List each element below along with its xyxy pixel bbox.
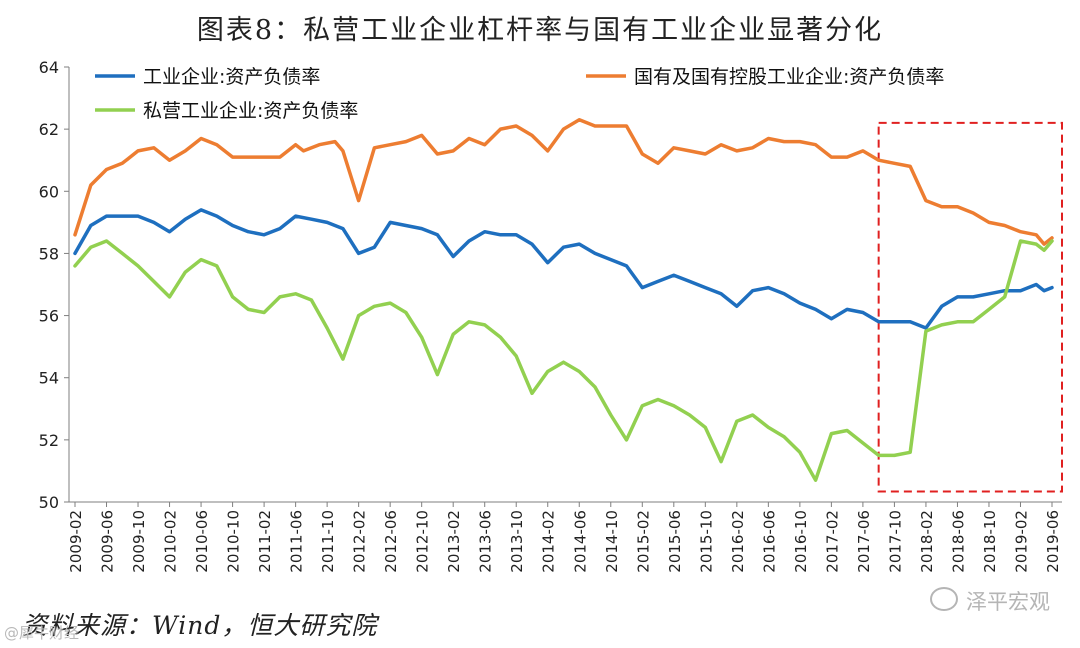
x-tick-label: 2011-06 [288,510,306,573]
x-tick-label: 2014-10 [603,510,621,573]
x-tick-label: 2013-02 [445,510,463,573]
x-tick-label: 2009-02 [67,510,85,573]
series-line-0 [73,118,1054,246]
legend-label: 工业企业:资产负债率 [143,66,320,88]
y-tick-label: 58 [39,244,59,263]
y-tick-label: 54 [39,369,59,388]
watermark-right-label: 泽平宏观 [966,590,1050,614]
x-tick-label: 2013-06 [477,510,495,573]
legend-label: 私营工业企业:资产负债率 [143,100,358,122]
y-tick-label: 52 [39,431,59,450]
x-tick-label: 2016-06 [760,510,778,573]
x-tick-label: 2009-10 [130,510,148,573]
x-tick-label: 2011-02 [256,510,274,573]
watermark-right: 泽平宏观 [930,586,1050,616]
x-tick-label: 2016-10 [792,510,810,573]
y-tick-label: 62 [39,120,59,139]
x-tick-label: 2018-02 [918,510,936,573]
x-tick-label: 2014-02 [540,510,558,573]
x-tick-label: 2012-06 [382,510,400,573]
chart-title: 图表8：私营工业企业杠杆率与国有工业企业显著分化 [196,15,884,46]
x-tick-label: 2018-06 [949,510,967,573]
x-tick-label: 2011-10 [319,510,337,573]
x-tick-label: 2010-10 [225,510,243,573]
x-tick-label: 2015-02 [634,510,652,573]
source-note: 资料来源：Wind，恒大研究院 [22,611,378,640]
x-axis: 2009-02 2009-06 2009-10 2010-02 2010-06 2010-… [67,501,1062,573]
x-tick-label: 2019-06 [1044,510,1062,573]
highlight-box [877,121,1064,493]
legend-label: 国有及国有控股工业企业:资产负债率 [634,66,944,88]
x-tick-label: 2015-10 [697,510,715,573]
x-tick-label: 2010-02 [162,510,180,573]
x-tick-label: 2012-10 [414,510,432,573]
x-tick-label: 2017-06 [855,510,873,573]
x-tick-label: 2014-06 [571,510,589,573]
wechat-icon [930,587,958,611]
y-tick-label: 56 [39,307,59,326]
x-tick-label: 2009-06 [99,510,117,573]
y-tick-label: 50 [39,493,59,512]
series-line-1 [73,208,1054,330]
y-axis: 50 52 54 56 58 60 62 64 [39,58,70,512]
x-tick-label: 2015-06 [666,510,684,573]
x-tick-label: 2012-02 [351,510,369,573]
watermark-left: @犀牛财经 [4,624,80,642]
x-tick-label: 2016-02 [729,510,747,573]
y-tick-label: 60 [39,182,59,201]
x-tick-label: 2017-02 [823,510,841,573]
x-tick-label: 2018-10 [981,510,999,573]
x-tick-label: 2013-10 [508,510,526,573]
x-tick-label: 2017-10 [886,510,904,573]
series-line-2 [73,239,1054,482]
x-tick-label: 2010-06 [193,510,211,573]
series-lines [73,118,1054,482]
y-tick-label: 64 [39,58,59,77]
x-tick-label: 2019-02 [1012,510,1030,573]
